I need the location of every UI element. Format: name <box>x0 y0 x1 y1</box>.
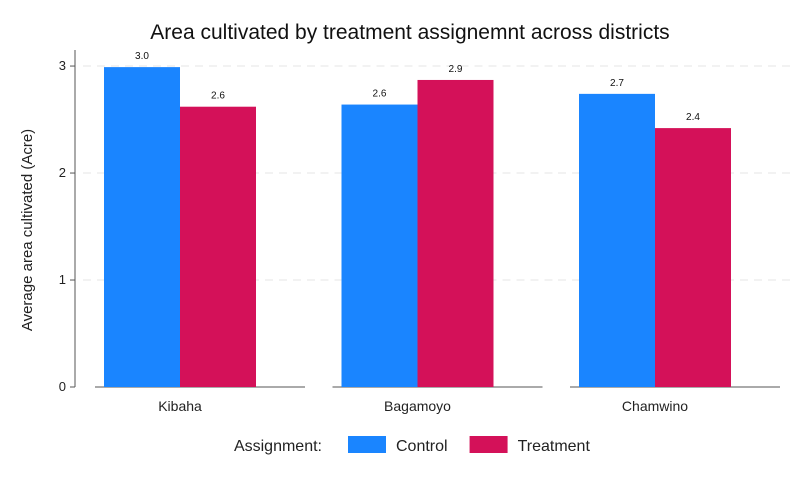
bar-control-chamwino <box>579 93 655 387</box>
y-tick-label: 0 <box>59 379 66 394</box>
legend-title: Assignment: <box>234 438 322 455</box>
data-label: 2.9 <box>449 64 463 75</box>
legend-label-control: Control <box>396 438 448 455</box>
chart-title: Area cultivated by treatment assignemnt … <box>150 21 669 44</box>
data-labels: 3.0 2.6 2.6 2.9 2.7 2.4 <box>135 51 700 123</box>
legend-label-treatment: Treatment <box>518 438 591 455</box>
bars <box>104 67 731 388</box>
bar-treatment-chamwino <box>655 128 731 387</box>
y-tick-label: 2 <box>59 165 66 180</box>
bar-control-bagamoyo <box>341 104 418 388</box>
category-label-kibaha: Kibaha <box>158 398 202 414</box>
data-label: 2.7 <box>610 78 624 89</box>
bar-treatment-kibaha <box>180 106 256 387</box>
data-label: 3.0 <box>135 51 149 62</box>
category-label-chamwino: Chamwino <box>622 398 688 414</box>
bar-control-kibaha <box>104 67 180 387</box>
legend-swatch-treatment <box>469 436 508 453</box>
legend-swatch-control <box>348 436 386 453</box>
data-label: 2.6 <box>211 91 225 102</box>
data-label: 2.6 <box>373 89 387 100</box>
y-axis: 0 1 2 3 <box>59 50 76 394</box>
y-tick-label: 3 <box>59 58 66 73</box>
y-tick-label: 1 <box>59 272 66 287</box>
category-label-bagamoyo: Bagamoyo <box>384 398 451 414</box>
category-labels: Kibaha Bagamoyo Chamwino <box>158 398 688 414</box>
bar-treatment-bagamoyo <box>417 79 494 387</box>
y-axis-label: Average area cultivated (Acre) <box>19 129 36 331</box>
data-label: 2.4 <box>686 112 700 123</box>
legend: Assignment: Control Treatment <box>234 436 591 455</box>
